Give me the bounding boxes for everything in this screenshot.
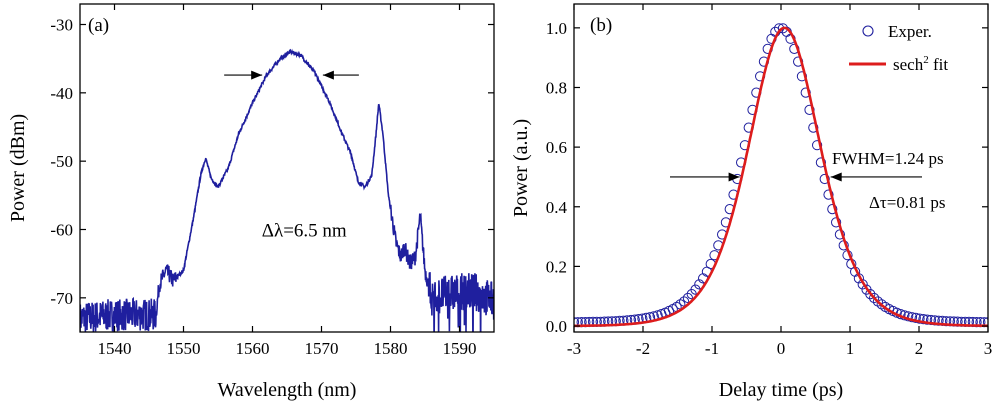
panel-a-y-tick-label: -60	[50, 221, 73, 240]
panel-a-x-tick-label: 1570	[305, 339, 339, 358]
panel-b-x-tick-label: -3	[567, 339, 581, 358]
panel-b-x-tick-label: 3	[984, 339, 993, 358]
panel-a-x-tick-label: 1540	[98, 339, 132, 358]
panel-b-x-tick-label: 0	[777, 339, 786, 358]
panel-a-x-tick-label: 1560	[236, 339, 270, 358]
exper-point	[918, 314, 929, 325]
panel-b-x-tick-label: 1	[846, 339, 855, 358]
exper-point	[941, 316, 952, 327]
panel-a-fwhm-arrow-left-head	[251, 70, 263, 80]
panel-a-annotations: Δλ=6.5 nm	[224, 70, 359, 241]
panel-b-fwhm-arrow-right-head	[830, 172, 842, 182]
panel-b-legend: Exper. sech2 fit	[849, 22, 948, 74]
panel-b: -3 -2 -1 0 1 2 3 0.0 0.2 0.4 0.6 0.8 1.0 (b) Delay t…	[510, 3, 993, 401]
exper-point	[869, 292, 880, 304]
exper-point	[827, 204, 838, 215]
exper-point	[823, 189, 834, 200]
panel-b-plot-area	[574, 23, 988, 328]
exper-point	[925, 314, 937, 326]
panel-b-y-tick-label: 0.0	[546, 317, 567, 336]
legend-fit-label: sech2 fit	[893, 54, 948, 74]
panel-a: 1540 1550 1560 1570 1580 1590-70-60-50-40-30 …	[7, 3, 495, 401]
panel-b-y-tick-label: 0.4	[546, 198, 568, 217]
legend-exper-label: Exper.	[888, 22, 932, 41]
panel-b-annotations: FWHM=1.24 ps Δτ=0.81 ps	[670, 149, 945, 212]
exper-point	[929, 315, 940, 326]
panel-b-y-tick-label: 0.8	[546, 78, 567, 97]
exper-point	[831, 217, 842, 228]
panel-a-y-tick-label: -70	[50, 289, 73, 308]
panel-a-frame	[79, 3, 495, 333]
panel-b-ticks: -3 -2 -1 0 1 2 3 0.0 0.2 0.4 0.6 0.8 1.0	[546, 4, 993, 358]
exper-point	[933, 315, 944, 326]
panel-b-x-axis-label: Delay time (ps)	[719, 379, 843, 401]
panel-a-ticks: 1540 1550 1560 1570 1580 1590 -70 -60 -50 -40 -30	[50, 4, 494, 358]
pulse-duration-annotation: Δτ=0.81 ps	[869, 193, 945, 212]
exper-point	[800, 87, 811, 98]
panel-b-y-axis-label: Power (a.u.)	[510, 119, 532, 217]
exper-point	[808, 122, 819, 133]
exper-point	[815, 157, 827, 168]
panel-a-x-tick-label: 1580	[374, 339, 408, 358]
exper-point	[682, 292, 694, 304]
exper-point	[876, 299, 887, 310]
panel-b-x-tick-label: -2	[636, 339, 650, 358]
panel-a-plot-area	[80, 48, 494, 332]
panel-a-y-tick-label: -40	[50, 84, 73, 103]
exper-point	[872, 296, 884, 307]
exper-point	[865, 289, 876, 300]
bandwidth-annotation: Δλ=6.5 nm	[262, 220, 347, 241]
exper-point	[812, 140, 823, 151]
panel-a-y-axis-label: Power (dBm)	[7, 114, 29, 222]
panel-b-y-tick-label: 0.2	[546, 257, 567, 276]
sech2-fit-line	[574, 26, 988, 328]
fwhm-annotation: FWHM=1.24 ps	[832, 149, 944, 168]
spectrum-line	[80, 48, 494, 332]
exper-point	[910, 312, 921, 323]
panel-a-x-tick-label: 1550	[167, 339, 201, 358]
panel-b-label: (b)	[590, 15, 612, 36]
exper-point	[819, 173, 830, 185]
exper-point	[914, 313, 925, 324]
panel-a-y-tick-label: -30	[50, 16, 73, 35]
panel-b-x-tick-label: -1	[705, 339, 719, 358]
panel-b-x-tick-label: 2	[915, 339, 924, 358]
panel-b-y-tick-label: 1.0	[546, 19, 567, 38]
panel-a-fwhm-arrow-right-head	[322, 70, 334, 80]
panel-b-fwhm-arrow-left-head	[728, 172, 740, 182]
exper-point	[804, 104, 815, 116]
panel-a-label: (a)	[88, 15, 109, 36]
panel-a-x-tick-label: 1590	[443, 339, 477, 358]
panel-a-x-axis-label: Wavelength (nm)	[218, 379, 357, 401]
exper-point	[922, 314, 933, 325]
exper-point	[982, 317, 988, 328]
panel-b-y-tick-label: 0.6	[546, 138, 567, 157]
exper-point	[906, 312, 918, 323]
panel-a-y-tick-label: -50	[50, 152, 73, 171]
legend-exper-marker	[862, 25, 874, 37]
